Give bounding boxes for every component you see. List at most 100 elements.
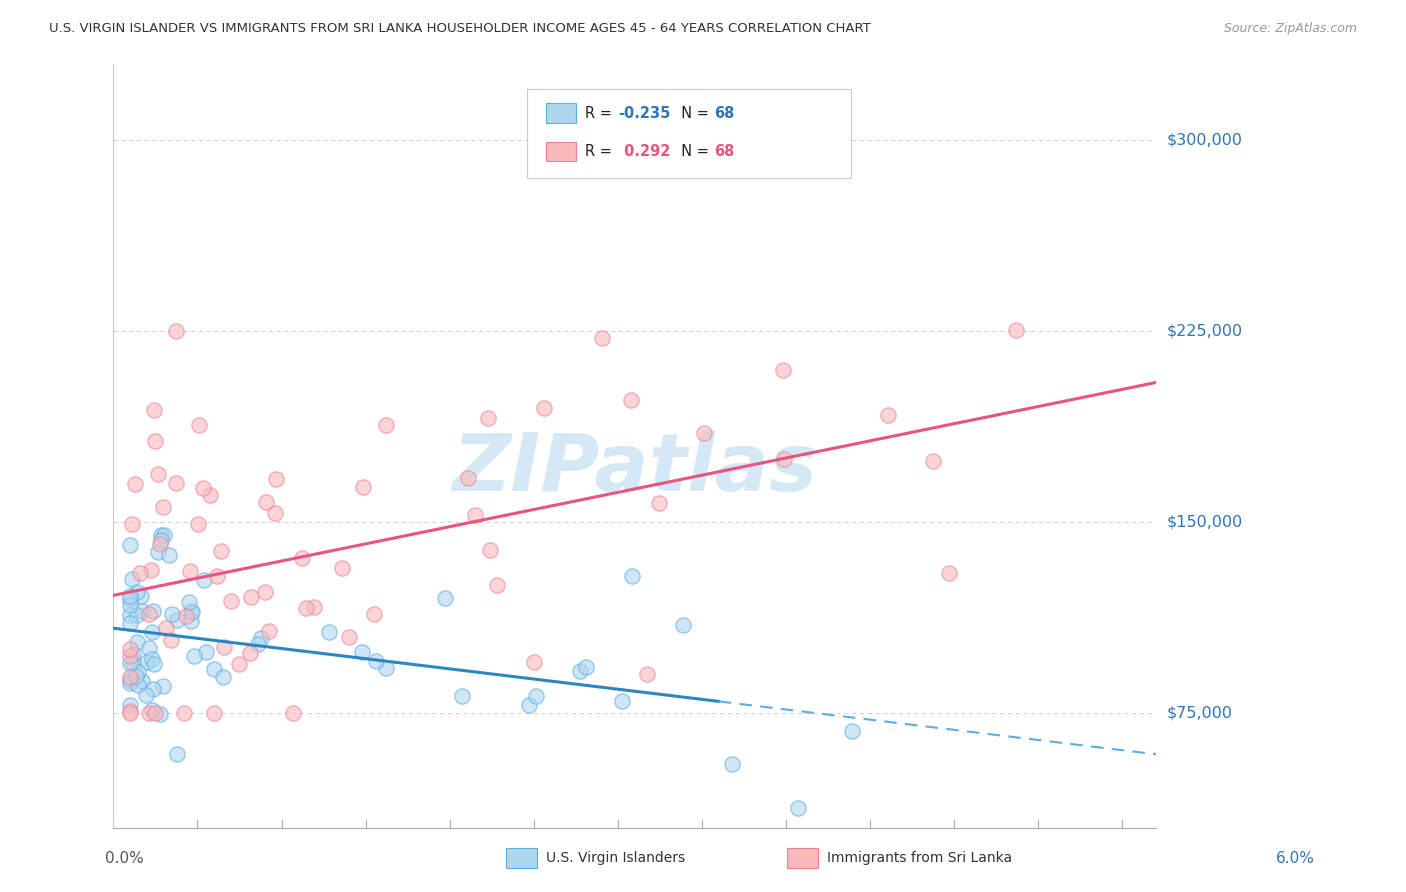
Point [194,645,217,659]
Point [157,548,180,562]
Point [464,508,486,522]
Point [179,604,201,618]
Point [120,589,142,603]
Point [352,480,374,494]
Point [138,706,160,721]
Point [219,594,242,608]
Text: N =: N = [672,106,714,120]
Point [240,590,263,604]
Point [533,401,555,415]
Point [198,488,221,502]
Point [129,589,152,603]
Point [159,632,181,647]
Point [148,467,170,481]
Point [152,679,174,693]
Point [294,601,316,615]
Point [451,689,474,703]
Point [155,621,177,635]
Point [125,585,148,599]
Point [264,506,287,520]
Point [180,605,202,619]
Point [485,578,508,592]
Point [125,669,148,683]
Point [433,591,456,606]
Point [120,670,142,684]
Point [127,607,149,622]
Point [141,652,163,666]
Point [141,563,163,577]
Point [127,635,149,649]
Point [120,616,142,631]
Point [191,482,214,496]
Point [135,688,157,702]
Point [152,500,174,515]
Point [120,642,142,657]
Point [938,566,960,580]
Text: 68: 68 [714,145,734,159]
Point [148,545,170,559]
Text: R =: R = [585,145,616,159]
Point [253,584,276,599]
Point [143,402,166,417]
Point [160,607,183,622]
Point [517,698,540,712]
Point [166,747,188,762]
Point [120,592,142,607]
Point [772,363,794,377]
Text: U.S. VIRGIN ISLANDER VS IMMIGRANTS FROM SRI LANKA HOUSEHOLDER INCOME AGES 45 - 6: U.S. VIRGIN ISLANDER VS IMMIGRANTS FROM … [49,22,870,36]
Point [363,607,385,621]
Text: -0.235: -0.235 [619,106,671,120]
Point [193,573,215,587]
Point [375,661,398,675]
Point [179,564,201,578]
Point [648,496,671,510]
Text: Source: ZipAtlas.com: Source: ZipAtlas.com [1223,22,1357,36]
Point [249,631,271,645]
Point [254,495,277,509]
Point [165,475,187,490]
Point [304,600,326,615]
Point [239,646,262,660]
Point [773,452,796,467]
Point [620,569,643,583]
Point [591,330,613,344]
Point [523,655,546,669]
Point [364,654,387,668]
Point [120,704,142,718]
Point [841,724,863,739]
Point [120,656,142,670]
Point [212,640,235,655]
Point [921,454,943,468]
Point [120,648,142,663]
Point [173,706,195,721]
Point [877,408,900,422]
Point [138,607,160,621]
Point [610,694,633,708]
Text: 68: 68 [714,106,734,120]
Point [457,471,479,485]
Point [212,671,235,685]
Point [177,595,200,609]
Point [202,706,225,721]
Point [127,665,149,679]
Point [246,637,269,651]
Point [337,631,360,645]
Text: ZIPatlas: ZIPatlas [453,430,817,508]
Text: $150,000: $150,000 [1167,515,1243,530]
Point [786,800,808,814]
Point [149,528,172,542]
Point [636,667,658,681]
Point [574,660,596,674]
Text: R =: R = [585,106,616,120]
Text: N =: N = [672,145,714,159]
Point [202,662,225,676]
Point [332,560,354,574]
Point [350,645,373,659]
Point [568,664,591,678]
Point [174,608,197,623]
Point [721,757,744,772]
Point [120,598,142,612]
Point [121,656,143,670]
Point [121,516,143,531]
Point [120,675,142,690]
